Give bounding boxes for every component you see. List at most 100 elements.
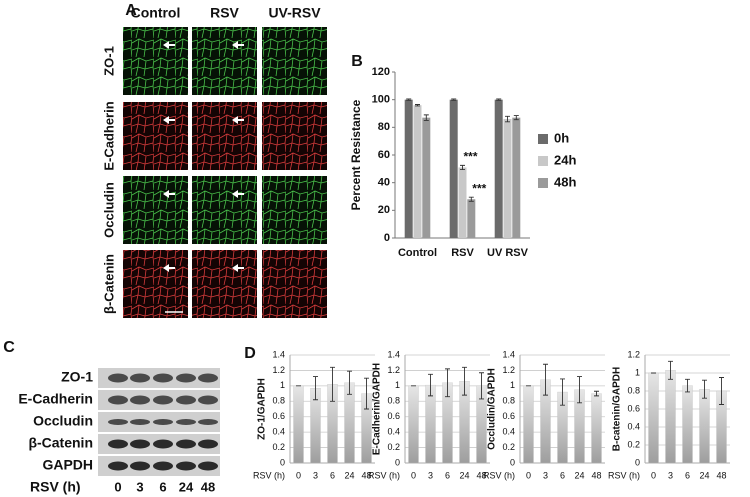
arrow	[232, 41, 244, 49]
y-tick-label: 1.4	[272, 349, 285, 359]
column-header: Control	[131, 5, 181, 21]
row-label: E-Cadherin	[101, 101, 116, 170]
band	[108, 373, 128, 383]
micrograph	[262, 27, 327, 95]
band	[130, 373, 150, 383]
protein-label: E-Cadherin	[18, 391, 93, 407]
micrograph	[123, 102, 188, 170]
error-bar	[445, 368, 450, 398]
protein-label: β-Catenin	[28, 435, 93, 451]
legend-label: 24h	[554, 152, 576, 167]
bar	[413, 105, 422, 238]
y-tick-label: 0.8	[502, 396, 515, 406]
micrograph	[123, 176, 188, 244]
micrograph	[192, 176, 257, 244]
micrograph	[262, 176, 327, 244]
band	[198, 439, 218, 449]
arrow	[232, 190, 244, 198]
band	[108, 395, 128, 405]
x-tick-label: 24	[574, 470, 584, 480]
y-tick-label: 0.4	[502, 427, 515, 437]
band	[176, 373, 196, 383]
arrow	[232, 264, 244, 272]
column-header: UV-RSV	[268, 5, 321, 21]
error-bar	[460, 164, 465, 170]
y-tick-label: 0.6	[627, 403, 640, 413]
error-bar	[347, 370, 352, 395]
micrograph	[123, 250, 188, 318]
column-header: RSV	[210, 5, 239, 21]
row-label: β-Catenin	[101, 254, 116, 314]
band	[176, 419, 196, 425]
y-tick-label: 100	[372, 94, 390, 106]
band	[153, 461, 173, 471]
y-axis-label: Percent Resistance	[349, 99, 363, 210]
y-tick-label: 0.8	[387, 396, 400, 406]
blot-axis-label: RSV (h)	[30, 479, 81, 495]
y-tick-label: 0.2	[627, 439, 640, 449]
error-bar	[560, 378, 565, 406]
x-tick-label: 24	[699, 470, 709, 480]
y-tick-label: 0.4	[627, 421, 640, 431]
error-bar	[685, 378, 690, 393]
band	[153, 373, 173, 383]
error-bar	[451, 98, 457, 101]
y-tick-label: 1	[510, 380, 515, 390]
x-tick-label: 0	[296, 470, 301, 480]
error-bar	[313, 376, 318, 401]
micrograph-grid: Control RSV UV-RSV ZO-1 E-Cadherin Occludin β-…	[101, 5, 327, 318]
x-tick-label: 3	[668, 470, 673, 480]
band	[130, 461, 150, 471]
y-tick-label: 80	[378, 121, 390, 133]
x-axis-label: RSV (h)	[253, 470, 285, 480]
band	[108, 461, 128, 471]
arrow	[163, 41, 175, 49]
bar	[682, 385, 693, 464]
y-tick-label: 0.4	[272, 427, 285, 437]
error-bar	[668, 360, 673, 380]
error-bar	[543, 363, 548, 396]
error-bar	[462, 366, 467, 396]
x-tick-label: 0	[526, 470, 531, 480]
y-tick-label: 1	[635, 367, 640, 377]
y-tick-label: 0.8	[272, 396, 285, 406]
y-tick-label: 1.2	[272, 365, 285, 375]
y-tick-label: 1.2	[387, 365, 400, 375]
x-tick-label: 6	[330, 470, 335, 480]
band	[176, 439, 196, 449]
x-tick-label: 24	[344, 470, 354, 480]
bar	[512, 117, 521, 238]
panel-label: D	[244, 345, 256, 362]
bar	[408, 385, 419, 464]
band	[108, 439, 128, 449]
y-tick-label: 120	[372, 66, 390, 78]
bar	[425, 384, 436, 464]
y-tick-label: 40	[378, 177, 390, 189]
bar	[293, 385, 304, 464]
y-tick-label: 0	[280, 457, 285, 467]
bar	[494, 99, 503, 239]
band	[130, 439, 150, 449]
band	[153, 419, 173, 425]
x-tick-label: 48	[591, 470, 601, 480]
error-bar	[594, 390, 599, 397]
legend-swatch	[538, 178, 548, 188]
timepoint: 24	[179, 479, 194, 494]
timepoint: 6	[159, 479, 166, 494]
bar	[344, 382, 355, 464]
bar	[699, 389, 710, 464]
error-bar	[505, 115, 510, 123]
y-axis-label: B-catenin/GAPDH	[612, 367, 623, 451]
y-tick-label: 0.6	[502, 411, 515, 421]
protein-label: Occludin	[33, 413, 93, 429]
x-tick-label: UV RSV	[487, 247, 529, 259]
y-tick-label: 0.6	[272, 411, 285, 421]
y-tick-label: 1.4	[387, 349, 400, 359]
bar	[591, 393, 602, 464]
band	[153, 395, 173, 405]
x-tick-label: RSV	[451, 247, 474, 259]
y-tick-label: 60	[378, 149, 390, 161]
micrograph	[262, 250, 327, 318]
